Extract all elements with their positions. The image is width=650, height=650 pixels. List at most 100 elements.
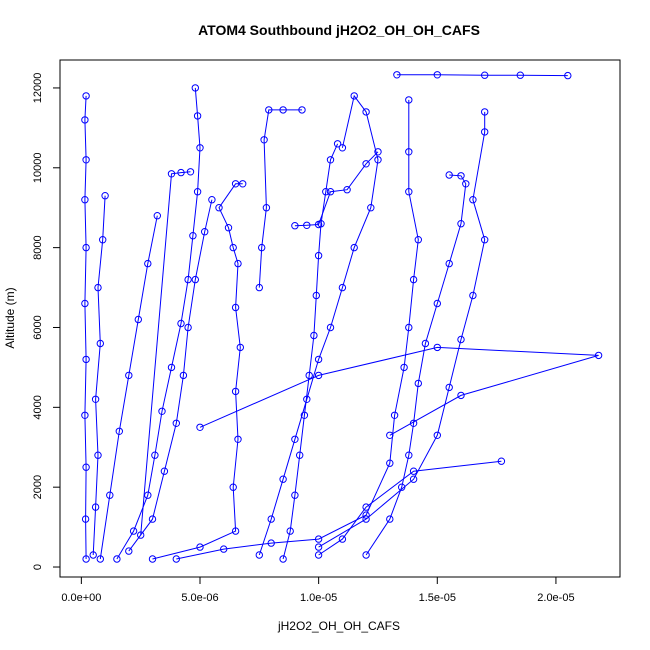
data-point bbox=[343, 186, 351, 194]
data-point bbox=[193, 112, 202, 120]
data-point bbox=[81, 515, 90, 523]
series-line bbox=[282, 143, 339, 560]
data-point bbox=[390, 411, 399, 419]
data-point bbox=[296, 451, 304, 459]
data-point bbox=[279, 555, 287, 563]
data-point bbox=[286, 527, 294, 535]
data-point bbox=[167, 170, 176, 178]
y-tick-label: 10000 bbox=[32, 152, 44, 183]
data-point bbox=[303, 395, 311, 403]
data-point bbox=[101, 192, 109, 200]
data-point bbox=[220, 545, 228, 553]
series-line bbox=[84, 95, 87, 560]
data-point bbox=[231, 180, 240, 188]
data-point bbox=[457, 220, 465, 228]
data-point bbox=[189, 232, 197, 240]
data-point bbox=[258, 243, 266, 252]
data-point bbox=[191, 84, 200, 92]
data-point bbox=[516, 71, 524, 79]
data-point bbox=[421, 339, 430, 348]
plot-area bbox=[81, 71, 603, 563]
data-point bbox=[231, 387, 240, 396]
series-8 bbox=[172, 96, 422, 563]
series-11 bbox=[314, 108, 489, 551]
series-16 bbox=[125, 196, 216, 555]
data-point bbox=[81, 299, 89, 308]
y-tick-label: 8000 bbox=[32, 235, 44, 259]
x-tick-label: 1.5e-05 bbox=[419, 592, 456, 604]
data-point bbox=[172, 419, 181, 427]
data-point bbox=[405, 451, 413, 459]
data-point bbox=[300, 411, 309, 419]
data-point bbox=[96, 555, 105, 563]
data-point bbox=[82, 92, 90, 100]
data-point bbox=[129, 527, 138, 535]
data-point bbox=[433, 343, 441, 352]
data-point bbox=[481, 108, 489, 116]
y-tick-label: 6000 bbox=[32, 315, 44, 339]
data-point bbox=[148, 515, 157, 523]
chart-title: ATOM4 Southbound jH2O2_OH_OH_CAFS bbox=[198, 22, 480, 38]
x-axis-label: jH2O2_OH_OH_CAFS bbox=[277, 619, 400, 633]
x-tick-label: 1.0e-05 bbox=[300, 592, 337, 604]
data-point bbox=[91, 395, 100, 403]
data-point bbox=[262, 204, 271, 212]
data-point bbox=[350, 92, 358, 100]
data-point bbox=[564, 71, 572, 80]
data-point bbox=[137, 531, 145, 539]
x-axis: 0.0e+00 5.0e-06 1.0e-05 1.5e-05 2.0e-05 bbox=[61, 576, 575, 604]
series-line bbox=[318, 111, 486, 548]
data-point bbox=[433, 431, 441, 439]
series-line bbox=[258, 109, 302, 288]
data-point bbox=[234, 259, 242, 268]
series-9 bbox=[314, 457, 506, 559]
data-point bbox=[96, 339, 105, 348]
y-tick-label: 12000 bbox=[32, 73, 44, 104]
series-14 bbox=[255, 92, 382, 559]
data-point bbox=[196, 144, 204, 152]
data-point bbox=[374, 156, 382, 164]
data-point bbox=[326, 323, 335, 332]
data-point bbox=[314, 355, 323, 364]
series-7 bbox=[255, 106, 306, 292]
data-point bbox=[234, 435, 242, 443]
data-point bbox=[81, 411, 89, 419]
data-point bbox=[362, 515, 370, 523]
data-point bbox=[481, 236, 489, 244]
series-12 bbox=[393, 71, 572, 80]
data-point bbox=[445, 383, 453, 392]
data-point bbox=[481, 128, 489, 136]
series-line bbox=[365, 174, 467, 556]
data-point bbox=[224, 224, 233, 232]
data-point bbox=[186, 168, 195, 176]
data-point bbox=[393, 71, 401, 79]
series-line bbox=[318, 460, 502, 556]
series-17 bbox=[96, 212, 162, 563]
data-point bbox=[338, 283, 347, 292]
data-point bbox=[303, 221, 311, 230]
data-point bbox=[414, 379, 422, 388]
data-point bbox=[255, 551, 263, 559]
series-13 bbox=[362, 171, 470, 559]
data-point bbox=[160, 467, 169, 475]
data-point bbox=[167, 363, 176, 372]
data-point bbox=[362, 511, 370, 519]
data-point bbox=[594, 351, 603, 360]
data-point bbox=[305, 371, 313, 380]
data-point bbox=[367, 204, 375, 212]
data-point bbox=[94, 283, 102, 292]
series-4 bbox=[148, 180, 247, 563]
data-point bbox=[338, 535, 347, 543]
data-point bbox=[196, 543, 204, 551]
series-10 bbox=[196, 343, 603, 439]
data-point bbox=[457, 335, 465, 344]
data-point bbox=[82, 555, 90, 563]
data-point bbox=[405, 323, 413, 332]
data-point bbox=[81, 116, 89, 124]
data-point bbox=[312, 291, 320, 300]
data-point bbox=[433, 71, 441, 79]
data-point bbox=[457, 172, 465, 180]
data-point bbox=[405, 148, 413, 156]
data-point bbox=[279, 475, 287, 483]
